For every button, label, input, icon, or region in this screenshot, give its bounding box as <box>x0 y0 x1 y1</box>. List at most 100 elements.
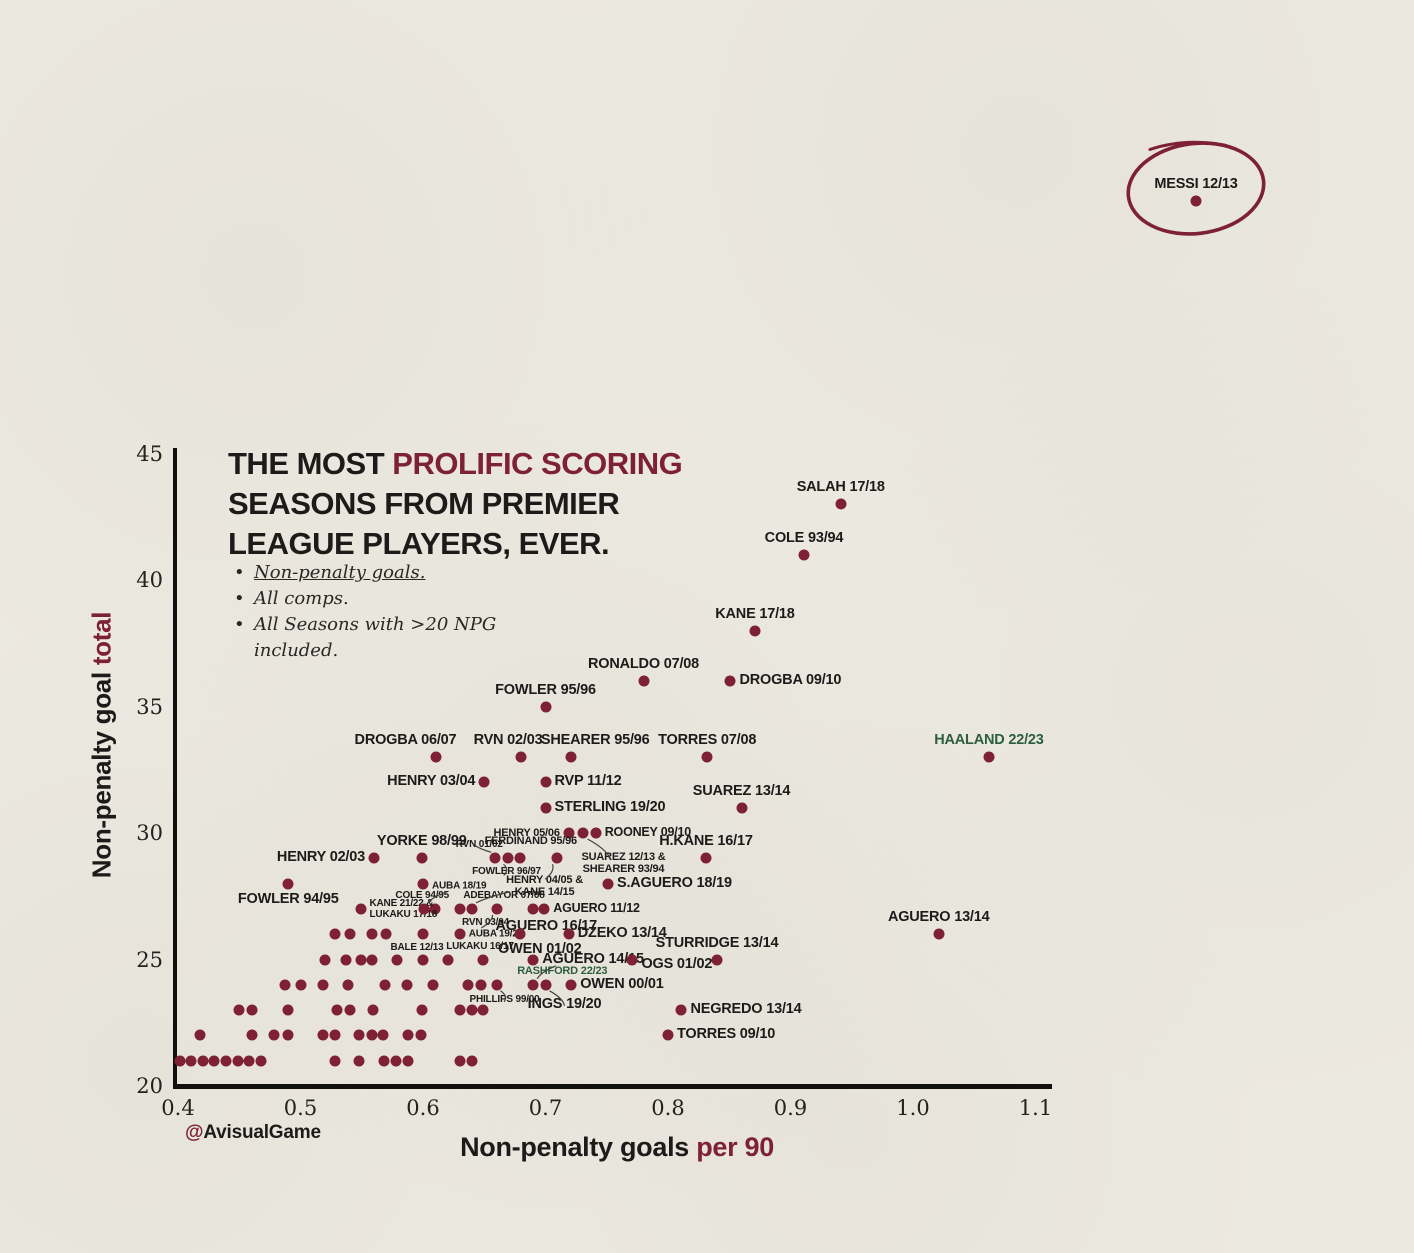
data-point <box>353 1055 365 1067</box>
y-axis-title-accent: total <box>86 611 117 666</box>
data-point <box>454 903 466 915</box>
data-point <box>340 954 352 965</box>
data-point <box>282 878 294 890</box>
y-tick-label: 40 <box>136 568 163 592</box>
data-point <box>540 802 551 814</box>
data-point <box>355 954 367 965</box>
data-point <box>416 852 428 864</box>
x-tick-label: 0.8 <box>651 1096 685 1120</box>
data-point <box>377 1029 389 1041</box>
title-line-1: THE MOST PROLIFIC SCORING <box>228 444 683 484</box>
data-point <box>478 776 490 788</box>
data-point <box>724 675 736 687</box>
data-point <box>174 1055 186 1067</box>
data-point <box>197 1055 208 1067</box>
data-point <box>220 1055 232 1067</box>
x-axis-title: Non-penalty goals per 90 <box>460 1132 774 1162</box>
point-label: OWEN 00/01 <box>580 975 664 992</box>
data-point <box>466 1004 478 1016</box>
data-point <box>355 903 367 915</box>
x-tick-label: 0.7 <box>528 1096 563 1120</box>
data-point <box>430 751 442 763</box>
credit: @AvisualGame <box>185 1122 321 1144</box>
data-point <box>246 1029 257 1041</box>
y-tick-label: 25 <box>136 947 163 972</box>
data-point <box>367 1004 379 1016</box>
data-point <box>933 928 945 940</box>
data-point <box>638 675 649 687</box>
data-point <box>527 979 539 991</box>
data-point <box>515 751 527 763</box>
point-label: AUBA 19/20 <box>468 928 524 940</box>
point-label: PHILLIPS 99/00 <box>469 993 540 1005</box>
y-axis-line <box>173 448 177 1088</box>
data-point <box>749 625 761 637</box>
point-label: LUKAKU 16/17 <box>446 940 514 952</box>
point-label: HENRY 02/03 <box>276 849 365 866</box>
x-axis-line <box>173 1084 1052 1089</box>
data-point <box>331 1004 343 1016</box>
data-point <box>1190 195 1202 206</box>
data-point <box>243 1055 255 1067</box>
point-label: HAALAND 22/23 <box>934 732 1044 749</box>
point-label: YORKE 98/99 <box>376 833 467 850</box>
point-label: TORRES 09/10 <box>677 1026 776 1043</box>
data-point <box>282 1004 294 1016</box>
point-label: OGS 01/02 <box>641 955 713 972</box>
data-point <box>577 827 589 839</box>
data-point <box>466 1055 478 1067</box>
point-label: BALE 12/13 <box>390 942 444 954</box>
data-point <box>540 776 551 788</box>
bullet-list: Non-penalty goals. All comps. All Season… <box>232 560 502 664</box>
point-label: FOWLER 96/97 <box>472 866 541 878</box>
title-line-3: LEAGUE PLAYERS, EVER. <box>228 526 610 561</box>
title-prefix: THE MOST <box>228 446 393 481</box>
data-point <box>442 954 453 965</box>
data-point <box>563 827 575 839</box>
point-label: SALAH 17/18 <box>796 479 885 496</box>
data-point <box>489 852 501 864</box>
data-point <box>380 928 392 940</box>
point-label: NEGREDO 13/14 <box>690 1001 802 1018</box>
data-point <box>366 928 378 940</box>
data-point <box>701 751 713 763</box>
credit-at: @ <box>185 1122 204 1143</box>
point-label: RVP 11/12 <box>554 773 622 790</box>
x-axis-title-accent: per 90 <box>696 1132 774 1162</box>
point-label: OWEN 01/02 <box>498 941 582 958</box>
x-tick-label: 0.9 <box>773 1096 808 1120</box>
data-point <box>551 852 563 864</box>
point-label: COLE 94/95 <box>395 889 450 901</box>
point-label: ROONEY 09/10 <box>604 825 692 840</box>
title-line-2: SEASONS FROM PREMIER <box>228 486 620 521</box>
data-point <box>454 928 466 940</box>
data-point <box>194 1029 206 1041</box>
data-point <box>329 1055 341 1067</box>
data-point <box>268 1029 280 1041</box>
point-label: STURRIDGE 13/14 <box>655 934 779 951</box>
data-point <box>416 1004 428 1016</box>
data-point <box>514 928 526 940</box>
data-point <box>711 954 723 965</box>
credit-name: AvisualGame <box>203 1122 321 1143</box>
point-label: DZEKO 13/14 <box>577 925 667 942</box>
y-tick-label: 35 <box>136 694 163 719</box>
y-axis-title: Non-penalty goal total <box>86 611 117 879</box>
data-point <box>462 979 474 991</box>
data-point <box>427 979 439 991</box>
data-point <box>317 1029 329 1041</box>
data-point <box>602 878 614 890</box>
data-point <box>417 954 429 965</box>
point-label: FERDINAND 95/96 <box>484 835 578 848</box>
data-point <box>342 979 354 991</box>
data-point <box>563 928 575 940</box>
data-point <box>282 1029 294 1041</box>
point-label: RVN 02/03 <box>473 732 543 749</box>
chart-title: THE MOST PROLIFIC SCORING SEASONS FROM P… <box>228 444 683 564</box>
data-point <box>402 1029 414 1041</box>
data-point <box>402 1055 414 1067</box>
data-point <box>378 1055 390 1067</box>
data-point <box>319 954 331 965</box>
data-point <box>662 1029 674 1041</box>
data-point <box>466 903 478 915</box>
